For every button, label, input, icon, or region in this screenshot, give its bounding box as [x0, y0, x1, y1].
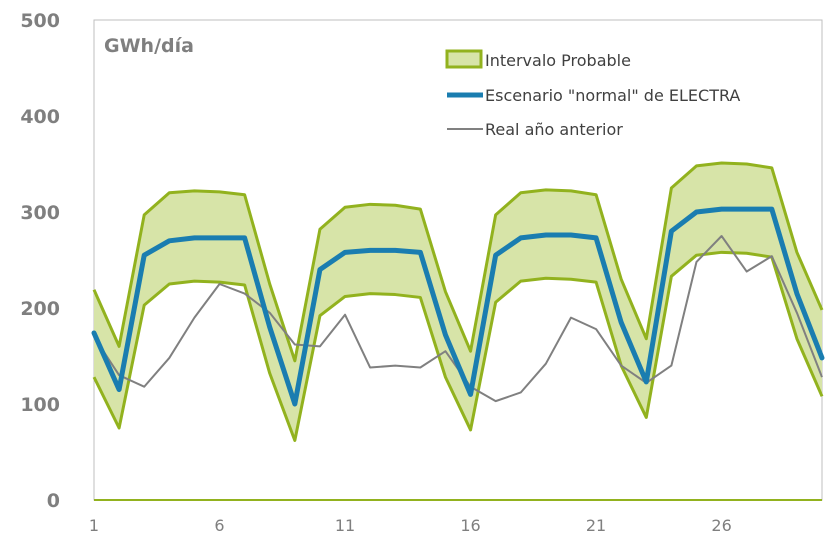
x-tick-label: 6 — [214, 516, 224, 535]
legend-swatch-band — [445, 49, 483, 69]
y-tick-label: 200 — [20, 298, 60, 320]
legend-label-band: Intervalo Probable — [485, 51, 631, 70]
x-tick-label: 1 — [89, 516, 99, 535]
chart-marks — [91, 161, 825, 442]
x-tick-label: 21 — [586, 516, 606, 535]
legend: Intervalo Probable Escenario "normal" de … — [445, 49, 740, 139]
y-tick-label: 100 — [20, 394, 60, 416]
y-tick-label: 0 — [47, 490, 60, 512]
y-tick-label: 300 — [20, 202, 60, 224]
series-line-scenario — [91, 206, 825, 407]
band-fill — [94, 163, 822, 441]
x-tick-label: 26 — [711, 516, 731, 535]
legend-label-scenario: Escenario "normal" de ELECTRA — [485, 86, 740, 105]
y-tick-label: 500 — [20, 10, 60, 32]
band-upper-line — [92, 161, 824, 363]
legend-label-real: Real año anterior — [485, 120, 623, 139]
x-tick-label: 11 — [335, 516, 355, 535]
y-axis-unit-label: GWh/día — [104, 35, 194, 57]
x-tick-label: 16 — [460, 516, 480, 535]
band-lower-line — [92, 250, 824, 442]
y-tick-label: 400 — [20, 106, 60, 128]
